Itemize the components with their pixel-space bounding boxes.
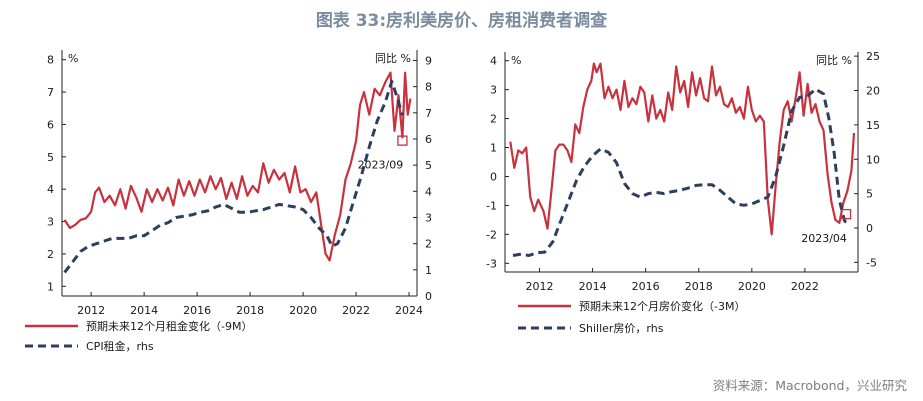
annotation-marker	[397, 135, 408, 146]
annotation-marker	[840, 208, 852, 220]
left-tick-label: -3	[486, 257, 497, 270]
x-tick-label: 2012	[77, 304, 105, 317]
x-tick-label: 2018	[236, 304, 264, 317]
annotation-label: 2023/04	[801, 232, 847, 245]
x-tick-label: 2014	[579, 280, 607, 293]
right-tick-label: 1	[425, 264, 432, 277]
x-tick-label: 2014	[130, 304, 158, 317]
right-tick-label: 8	[425, 81, 432, 94]
left-tick-label: 4	[47, 183, 54, 196]
left-tick-label: 7	[47, 86, 54, 99]
right-tick-label: 5	[425, 159, 432, 172]
x-tick-label: 2012	[526, 280, 554, 293]
right-tick-label: 4	[425, 185, 432, 198]
left-tick-label: 1	[490, 142, 497, 155]
x-tick-label: 2020	[738, 280, 766, 293]
right-tick-label: 25	[866, 50, 880, 63]
x-tick-label: 2020	[289, 304, 317, 317]
x-tick-label: 2016	[632, 280, 660, 293]
legend-label: 预期未来12个月租金变化（-9M）	[86, 319, 252, 333]
left-tick-label: -1	[486, 199, 497, 212]
x-tick-label: 2022	[791, 280, 819, 293]
source-note: 资料来源：Macrobond，兴业研究	[712, 378, 907, 393]
legend-label: CPI租金，rhs	[86, 339, 154, 353]
right-tick-label: 0	[425, 290, 432, 303]
rent-chart: 1 2 3 4 5 6 7 8 % 0 1 2 3 4 5 6 7 8 9 同比 % 2012 2014 2016 2018 2…	[25, 50, 432, 353]
right-tick-label: 7	[425, 107, 432, 120]
left-axis-unit: %	[511, 54, 521, 67]
left-axis-unit: %	[68, 52, 78, 65]
left-tick-label: 1	[47, 280, 54, 293]
right-tick-label: 20	[866, 85, 880, 98]
figure-title: 图表 33:房利美房价、房租消费者调查	[315, 11, 608, 31]
left-tick-label: -2	[486, 228, 497, 241]
expectation-series-line	[509, 62, 856, 236]
left-tick-label: 0	[490, 170, 497, 183]
right-tick-label: 9	[425, 54, 432, 67]
right-tick-label: 5	[866, 188, 873, 201]
right-axis-unit: 同比 %	[816, 54, 852, 67]
right-tick-label: 15	[866, 119, 880, 132]
right-tick-label: 0	[866, 222, 873, 235]
expectation-series-line	[63, 71, 412, 262]
left-tick-label: 2	[47, 248, 54, 261]
index-series-line	[63, 79, 404, 274]
house-price-chart: -3 -2 -1 0 1 2 3 4 % -5 0 5 10 15 20 25 同比 % 2012 2014 2016…	[486, 50, 880, 335]
left-tick-label: 6	[47, 118, 54, 131]
left-tick-label: 3	[490, 84, 497, 97]
right-tick-label: 2	[425, 238, 432, 251]
left-tick-label: 3	[47, 216, 54, 229]
right-tick-label: 6	[425, 133, 432, 146]
annotation-label: 2023/09	[358, 159, 404, 172]
right-tick-label: 10	[866, 153, 880, 166]
x-tick-label: 2016	[183, 304, 211, 317]
x-tick-label: 2024	[395, 304, 423, 317]
right-tick-label: 3	[425, 211, 432, 224]
legend-label: 预期未来12个月房价变化（-3M）	[579, 299, 745, 313]
legend-label: Shiller房价，rhs	[579, 322, 664, 335]
left-tick-label: 2	[490, 113, 497, 126]
x-tick-label: 2018	[685, 280, 713, 293]
left-tick-label: 5	[47, 151, 54, 164]
x-tick-label: 2022	[342, 304, 370, 317]
index-series-line	[512, 87, 851, 257]
left-tick-label: 8	[47, 54, 54, 67]
right-tick-label: -5	[866, 256, 877, 269]
right-axis-unit: 同比 %	[375, 52, 411, 65]
left-tick-label: 4	[490, 55, 497, 68]
